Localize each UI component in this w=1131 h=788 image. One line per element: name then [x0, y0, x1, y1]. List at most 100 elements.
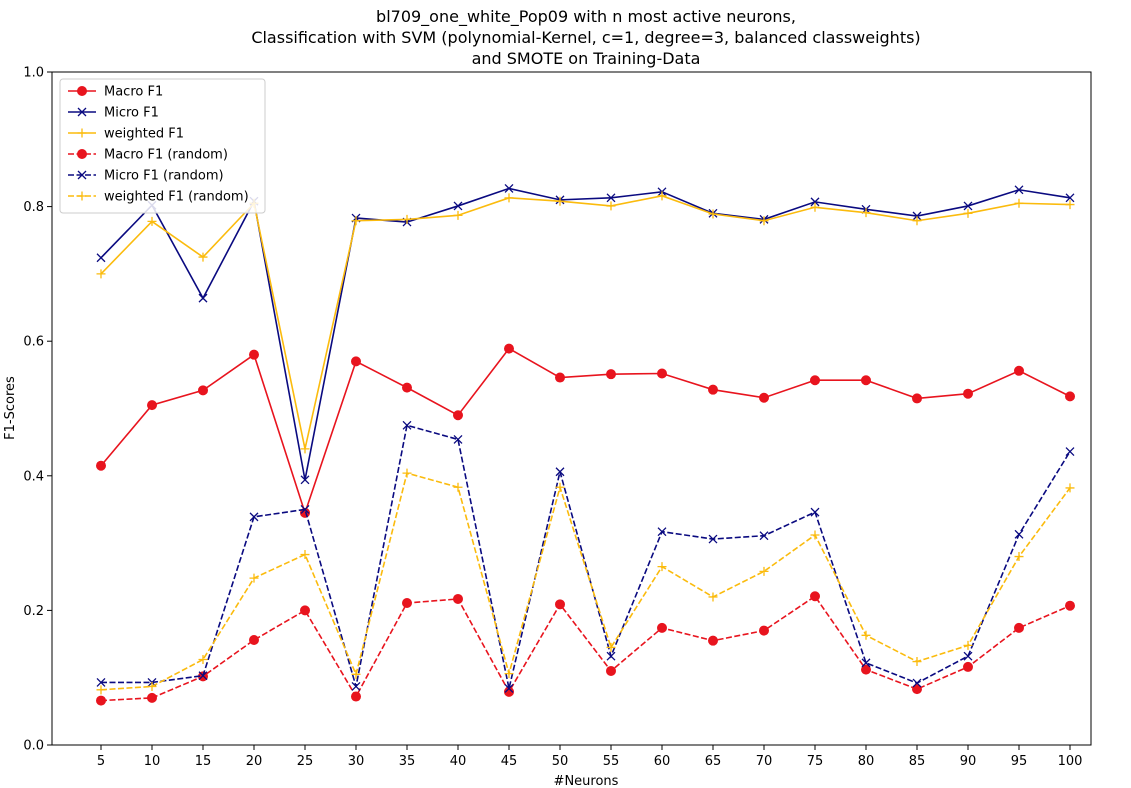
series-5-point-20: [249, 573, 259, 583]
x-tick-label-40: 40: [450, 754, 467, 769]
series-5-point-50: [555, 482, 565, 492]
x-tick-label-25: 25: [297, 754, 314, 769]
series-3-point-80: [861, 664, 871, 675]
series-5-point-100: [1065, 483, 1075, 493]
series-5-point-90: [963, 640, 973, 650]
legend-marker-2: [77, 128, 87, 138]
legend-label-4: Micro F1 (random): [104, 169, 224, 184]
series-5-point-45: [504, 669, 514, 679]
series-0-point-65: [708, 384, 718, 395]
series-4-point-90: [963, 651, 973, 661]
series-5-point-40: [453, 482, 463, 492]
x-tick-label-60: 60: [654, 754, 671, 769]
legend: Macro F1 Micro F1 weighted F1 Macro F1 (ran…: [59, 78, 266, 214]
series-4-point-25: [300, 504, 310, 514]
series-2-point-70: [759, 216, 769, 226]
series-5-point-85: [912, 657, 922, 667]
series-1-point-85: [912, 211, 922, 221]
series-2-point-25: [300, 444, 310, 454]
series-0-point-70: [759, 392, 769, 403]
series-line-5: [100, 472, 1071, 691]
legend-label-3: Macro F1 (random): [104, 148, 228, 163]
series-0-point-85: [912, 393, 922, 404]
series-0-point-5: [96, 460, 106, 471]
plot-frame: [51, 71, 1092, 746]
series-0-point-35: [402, 382, 412, 393]
series-5-point-35: [402, 468, 412, 478]
series-4-point-55: [606, 651, 616, 661]
series-2-point-60: [657, 191, 667, 201]
series-4-point-60: [657, 527, 667, 537]
series-0-point-90: [963, 388, 973, 399]
x-tick-label-80: 80: [858, 754, 875, 769]
series-0-point-30: [351, 356, 361, 367]
series-1-point-15: [198, 293, 208, 303]
series-5-point-60: [657, 562, 667, 572]
series-4-point-65: [708, 534, 718, 544]
x-tick-label-10: 10: [144, 754, 161, 769]
series-3-point-75: [810, 591, 820, 602]
series-4: [96, 420, 1075, 693]
legend-marker-1: [77, 107, 87, 117]
series-5: [96, 468, 1075, 695]
y-tick-label-5: 1.0: [23, 66, 44, 81]
series-3-point-85: [912, 684, 922, 695]
series-4-point-50: [555, 467, 565, 477]
x-tick-label-50: 50: [552, 754, 569, 769]
x-tick-label-90: 90: [960, 754, 977, 769]
series-4-point-35: [402, 420, 412, 430]
series-3-point-70: [759, 625, 769, 636]
x-tick-label-5: 5: [97, 754, 105, 769]
series-4-point-15: [198, 671, 208, 681]
series-2: [96, 191, 1075, 454]
series-2-point-85: [912, 216, 922, 226]
series-line-3: [100, 595, 1071, 702]
series-2-point-50: [555, 196, 565, 206]
legend-label-2: weighted F1: [104, 127, 184, 142]
series-0-point-75: [810, 375, 820, 386]
series-2-point-95: [1014, 198, 1024, 208]
series-4-point-70: [759, 531, 769, 541]
x-tick-label-95: 95: [1011, 754, 1028, 769]
series-2-point-15: [198, 252, 208, 262]
x-tick-label-20: 20: [246, 754, 263, 769]
series-4-point-40: [453, 434, 463, 444]
series-3: [96, 591, 1075, 706]
legend-marker-3: [77, 149, 87, 159]
series-0-point-95: [1014, 365, 1024, 376]
series-3-point-40: [453, 593, 463, 604]
series-3-point-55: [606, 665, 616, 676]
series-4-point-75: [810, 507, 820, 517]
series-0-point-50: [555, 372, 565, 383]
series-4-point-20: [249, 512, 259, 522]
series-0-point-40: [453, 410, 463, 421]
x-tick-label-35: 35: [399, 754, 416, 769]
series-0-point-80: [861, 375, 871, 386]
series-0-point-45: [504, 343, 514, 354]
series-3-point-20: [249, 635, 259, 646]
series-2-point-45: [504, 193, 514, 203]
legend-label-5: weighted F1 (random): [104, 190, 249, 205]
series-2-point-100: [1065, 200, 1075, 210]
x-tick-label-65: 65: [705, 754, 722, 769]
series-3-point-65: [708, 635, 718, 646]
series-5-point-15: [198, 655, 208, 665]
series-0-point-60: [657, 368, 667, 379]
series-5-point-5: [96, 685, 106, 695]
chart-title-line-2: Classification with SVM (polynomial-Kern…: [251, 28, 920, 47]
series-3-point-30: [351, 691, 361, 702]
series-2-point-30: [351, 216, 361, 226]
series-4-point-30: [351, 681, 361, 691]
series-4-point-85: [912, 678, 922, 688]
series-3-point-25: [300, 605, 310, 616]
x-tick-label-55: 55: [603, 754, 620, 769]
y-tick-label-2: 0.4: [23, 469, 44, 484]
y-tick-label-4: 0.8: [23, 200, 44, 215]
legend-marker-0: [77, 86, 87, 96]
series-3-point-100: [1065, 600, 1075, 611]
series-2-point-40: [453, 210, 463, 220]
series-2-point-80: [861, 208, 871, 218]
series-1-point-40: [453, 201, 463, 211]
series-1-point-25: [300, 475, 310, 485]
series-1-point-5: [96, 253, 106, 263]
